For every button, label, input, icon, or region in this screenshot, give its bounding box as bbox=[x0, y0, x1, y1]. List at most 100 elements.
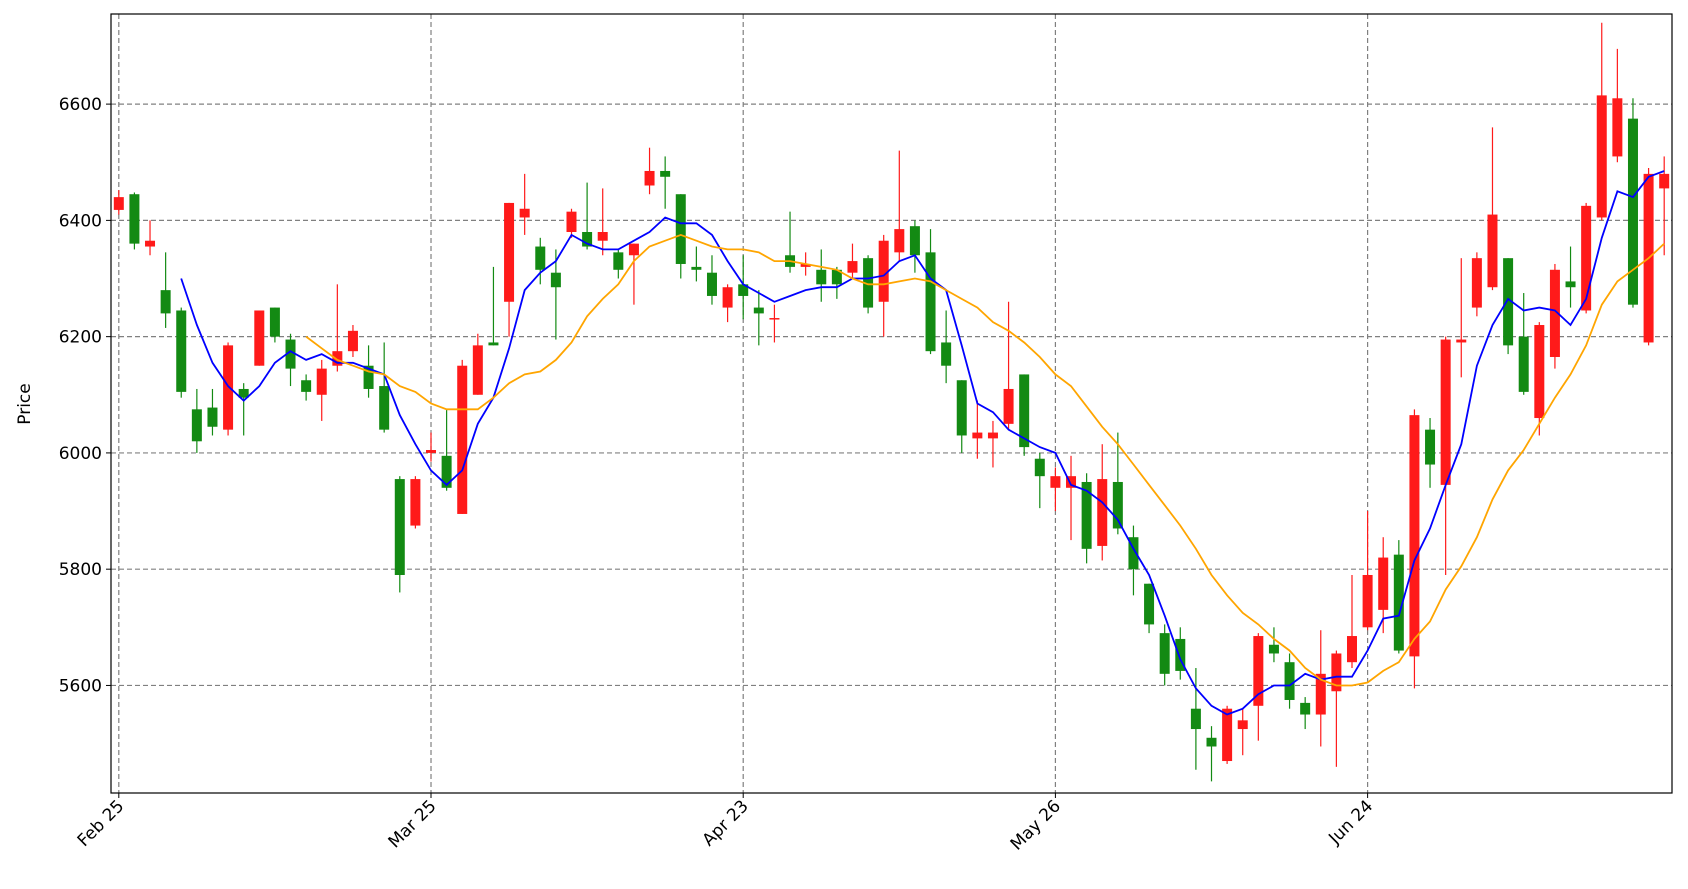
candle-body bbox=[1128, 537, 1139, 570]
candle-body bbox=[894, 229, 905, 253]
candle-body bbox=[347, 330, 358, 352]
candle-body bbox=[831, 269, 842, 285]
candle-body bbox=[332, 351, 343, 366]
candle-body bbox=[426, 450, 437, 453]
candle-body bbox=[706, 272, 717, 296]
candle-body bbox=[628, 243, 639, 256]
candle-body bbox=[1487, 214, 1498, 288]
candle-body bbox=[566, 211, 577, 233]
candle-body bbox=[972, 432, 983, 439]
candle-body bbox=[644, 170, 655, 186]
candle-body bbox=[863, 258, 874, 308]
candle-body bbox=[597, 232, 608, 241]
moving-average-line bbox=[305, 233, 1665, 687]
candle-body bbox=[1144, 583, 1155, 625]
y-tick-label: 5800 bbox=[59, 560, 102, 580]
candle-body bbox=[1159, 633, 1170, 674]
candle-body bbox=[1612, 98, 1623, 157]
candle-body bbox=[1112, 481, 1123, 529]
candle-body bbox=[550, 272, 561, 288]
candle-body bbox=[1268, 644, 1279, 654]
candle-body bbox=[1425, 429, 1436, 465]
candle-body bbox=[613, 252, 624, 270]
candle-body bbox=[1518, 336, 1529, 392]
candle-body bbox=[488, 342, 499, 346]
candle-body bbox=[1034, 458, 1045, 477]
candle-body bbox=[379, 386, 390, 430]
y-tick-label: 6200 bbox=[59, 328, 102, 348]
candle-body bbox=[1565, 281, 1576, 288]
candle-body bbox=[285, 339, 296, 369]
candle-body bbox=[1175, 638, 1186, 671]
candle-body bbox=[1581, 205, 1592, 311]
candle-body bbox=[878, 240, 889, 302]
candle-body bbox=[519, 208, 530, 218]
candle-body bbox=[956, 380, 967, 436]
candle-body bbox=[441, 455, 452, 488]
candle-body bbox=[722, 287, 733, 308]
candle-body bbox=[1627, 118, 1638, 305]
candle-body bbox=[1393, 554, 1404, 651]
candle-body bbox=[738, 284, 749, 296]
candle-body bbox=[1222, 708, 1233, 762]
y-tick-label: 6400 bbox=[59, 211, 102, 231]
candle-body bbox=[941, 342, 952, 366]
candle-body bbox=[582, 232, 593, 247]
x-tick-label: Feb 25 bbox=[74, 796, 129, 851]
candle-body bbox=[1315, 673, 1326, 715]
x-tick-label: Mar 25 bbox=[385, 796, 441, 852]
candle-body bbox=[504, 202, 515, 302]
x-tick-label: Apr 23 bbox=[699, 796, 753, 850]
candle-body bbox=[410, 479, 421, 526]
y-tick-label: 6600 bbox=[59, 95, 102, 115]
candle-body bbox=[113, 197, 124, 210]
candle-body bbox=[1206, 737, 1217, 747]
candle-body bbox=[1503, 258, 1514, 346]
candle-body bbox=[1237, 720, 1248, 730]
candle-body bbox=[535, 246, 546, 270]
candle-body bbox=[847, 261, 858, 273]
candle-body bbox=[987, 432, 998, 439]
candle-body bbox=[1097, 479, 1108, 546]
candle-body bbox=[753, 307, 764, 314]
candle-body bbox=[660, 170, 671, 177]
candle-body bbox=[457, 365, 468, 514]
candle-body bbox=[145, 240, 156, 247]
candle-body bbox=[1549, 269, 1560, 357]
candle-body bbox=[1253, 636, 1264, 706]
y-tick-label: 6000 bbox=[59, 444, 102, 464]
x-tick-label: May 26 bbox=[1007, 796, 1065, 854]
candle-body bbox=[176, 310, 187, 392]
plot-frame bbox=[110, 13, 1673, 794]
candle-body bbox=[1440, 339, 1451, 485]
candle-body bbox=[472, 345, 483, 395]
candle-body bbox=[909, 226, 920, 256]
candle-body bbox=[1362, 574, 1373, 628]
candle-body bbox=[1300, 702, 1311, 715]
candle-body bbox=[1346, 636, 1357, 663]
candle-body bbox=[1066, 476, 1077, 488]
candle-body bbox=[191, 409, 202, 442]
moving-average-line bbox=[180, 170, 1665, 716]
candle-body bbox=[223, 345, 234, 430]
y-axis-label: Price bbox=[15, 383, 35, 424]
candle-body bbox=[269, 307, 280, 337]
candle-body bbox=[1331, 653, 1342, 692]
candle-body bbox=[316, 368, 327, 395]
candle-body bbox=[1284, 662, 1295, 700]
candle-body bbox=[1050, 476, 1061, 488]
candle-body bbox=[675, 194, 686, 264]
candle-body bbox=[160, 290, 171, 314]
candle-body bbox=[1019, 374, 1030, 448]
candle-body bbox=[1534, 325, 1545, 419]
candle-body bbox=[816, 269, 827, 285]
candle-body bbox=[691, 266, 702, 270]
candle-body bbox=[1659, 173, 1670, 189]
candle-body bbox=[301, 380, 312, 392]
x-tick-label: Jun 24 bbox=[1324, 796, 1377, 849]
candle-body bbox=[238, 388, 249, 398]
candle-body bbox=[1596, 95, 1607, 218]
candle-body bbox=[394, 479, 405, 575]
candle-body bbox=[1003, 388, 1014, 424]
